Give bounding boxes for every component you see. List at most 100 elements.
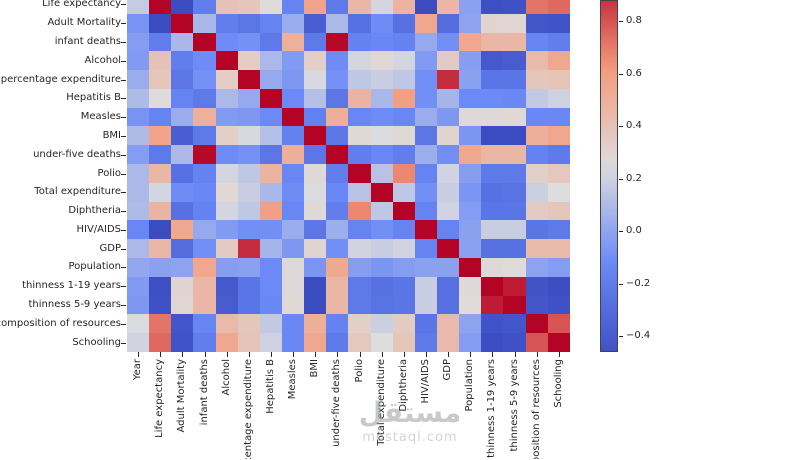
heatmap-cell: [414, 220, 437, 240]
heatmap-cell: [392, 32, 415, 52]
y-axis-tick: [121, 4, 126, 6]
heatmap-cell: [503, 88, 526, 108]
heatmap-cell: [304, 145, 327, 165]
heatmap-cell: [326, 32, 349, 52]
heatmap-cell: [304, 182, 327, 202]
x-axis-label-text: percentage expenditure: [242, 359, 254, 459]
heatmap-cell: [459, 145, 482, 165]
heatmap-cell: [193, 276, 216, 296]
heatmap-cell: [259, 126, 282, 146]
heatmap-cell: [149, 257, 172, 277]
heatmap-cell: [171, 32, 194, 52]
colorbar-tick-label: 0.0: [626, 225, 642, 237]
heatmap-cell: [370, 70, 393, 89]
x-axis-tick: [426, 352, 428, 357]
heatmap-cell: [215, 145, 238, 165]
heatmap-cell: [237, 0, 260, 14]
watermark-title: مستقل: [358, 396, 462, 429]
heatmap-cell: [215, 257, 238, 277]
heatmap-cell: [237, 295, 260, 315]
heatmap-cell: [392, 257, 415, 277]
heatmap-cell: [414, 88, 437, 108]
heatmap-cell: [171, 182, 194, 202]
heatmap-cell: [348, 257, 371, 277]
heatmap-cell: [149, 126, 172, 146]
heatmap-cell: [525, 201, 548, 221]
heatmap-cell: [281, 164, 305, 183]
heatmap-cell: [547, 333, 570, 352]
heatmap-cell: [436, 70, 460, 89]
heatmap-cell: [193, 314, 216, 334]
heatmap-cell: [503, 333, 526, 352]
heatmap-cell: [281, 314, 305, 334]
heatmap-cell: [259, 51, 282, 71]
heatmap-cell: [281, 201, 305, 221]
heatmap-cell: [414, 32, 437, 52]
heatmap-cell: [481, 314, 504, 334]
heatmap-cell: [503, 276, 526, 296]
heatmap-cell: [171, 239, 194, 258]
heatmap-cell: [525, 333, 548, 352]
heatmap-cell: [171, 257, 194, 277]
heatmap-cell: [304, 239, 327, 258]
heatmap-cell: [326, 182, 349, 202]
heatmap-cell: [193, 257, 216, 277]
heatmap-cell: [459, 51, 482, 71]
heatmap-cell: [149, 88, 172, 108]
heatmap-cell: [171, 276, 194, 296]
y-axis-label: thinness 1-19 years: [22, 280, 121, 292]
heatmap-cell: [348, 182, 371, 202]
heatmap-cell: [370, 32, 393, 52]
heatmap-cell: [281, 126, 305, 146]
colorbar-gradient: [600, 0, 618, 352]
heatmap-cell: [547, 70, 570, 89]
heatmap-cell: [547, 107, 570, 127]
heatmap-cell: [392, 295, 415, 315]
heatmap-cell: [348, 13, 371, 33]
heatmap-cell: [281, 88, 305, 108]
heatmap-cell: [503, 126, 526, 146]
heatmap-cell: [370, 201, 393, 221]
y-axis-label: percentage expenditure: [0, 73, 121, 85]
heatmap-cell: [127, 182, 150, 202]
heatmap-cell: [237, 13, 260, 33]
heatmap-cell: [392, 13, 415, 33]
heatmap-cell: [149, 333, 172, 352]
heatmap-cell: [171, 145, 194, 165]
heatmap-cell: [370, 51, 393, 71]
y-axis-tick: [121, 117, 126, 119]
heatmap-cell: [171, 126, 194, 146]
heatmap-cell: [326, 257, 349, 277]
heatmap-cell: [215, 51, 238, 71]
x-axis-label-text: Year: [132, 359, 144, 381]
heatmap-cell: [414, 145, 437, 165]
heatmap-cell: [215, 276, 238, 296]
heatmap-cell: [481, 32, 504, 52]
heatmap-cell: [348, 51, 371, 71]
heatmap-cell: [459, 164, 482, 183]
heatmap-cell: [481, 220, 504, 240]
heatmap-cell: [547, 126, 570, 146]
heatmap-cell: [392, 276, 415, 296]
y-axis-tick: [121, 323, 126, 325]
heatmap-cell: [149, 51, 172, 71]
heatmap-cell: [370, 239, 393, 258]
heatmap-cell: [171, 333, 194, 352]
heatmap-cell: [525, 182, 548, 202]
heatmap-cell: [547, 239, 570, 258]
heatmap-cell: [237, 164, 260, 183]
heatmap-cell: [149, 107, 172, 127]
heatmap-cell: [348, 88, 371, 108]
heatmap-cell: [171, 13, 194, 33]
heatmap-cell: [127, 145, 150, 165]
heatmap-cell: [414, 333, 437, 352]
x-axis-label: infant deaths: [198, 359, 212, 459]
x-axis-label-text: infant deaths: [198, 359, 210, 426]
y-axis-label: Diphtheria: [68, 205, 121, 217]
heatmap-cell: [237, 88, 260, 108]
y-axis-tick: [121, 173, 126, 175]
y-axis-label: Total expenditure: [34, 186, 121, 198]
heatmap-cell: [215, 333, 238, 352]
heatmap-cell: [326, 333, 349, 352]
heatmap-cell: [547, 295, 570, 315]
